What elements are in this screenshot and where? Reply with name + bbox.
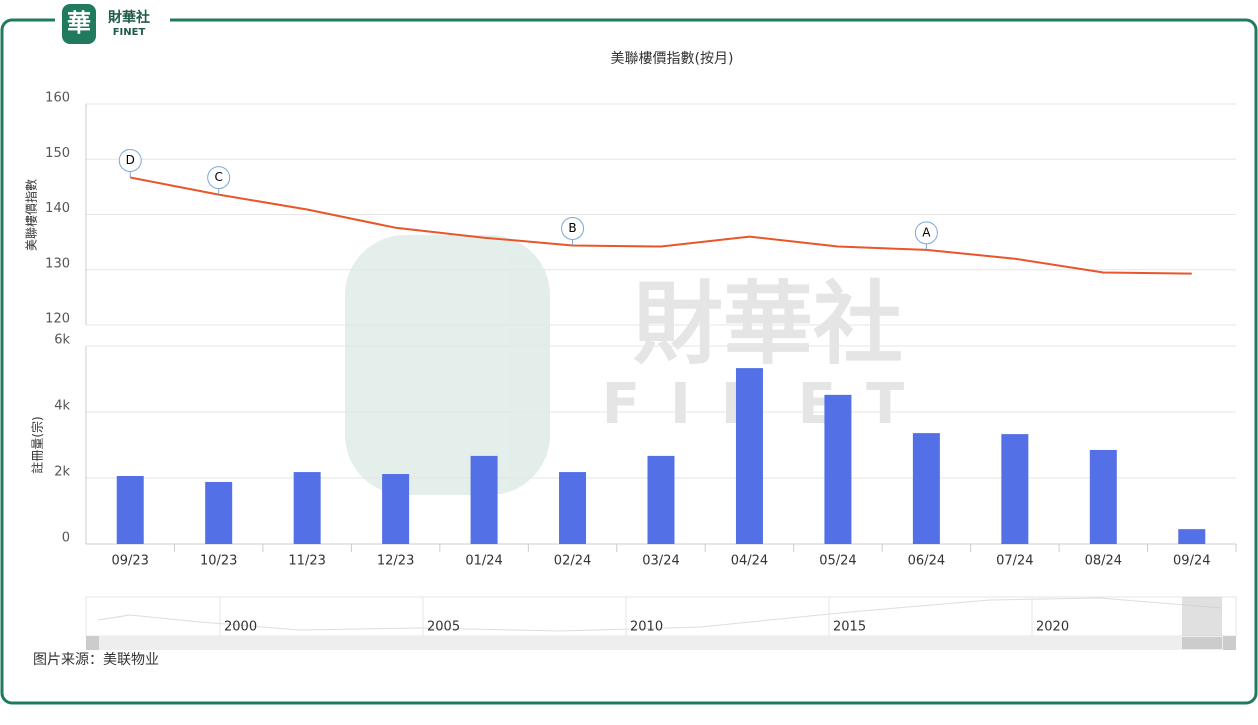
navigator-label: 2015 [833, 620, 866, 635]
navigator-bg [85, 596, 1237, 637]
source: 图片来源：美联物业 [33, 652, 159, 668]
logo-badge [62, 4, 96, 44]
bar [1089, 449, 1117, 544]
navigator-label: 2020 [1036, 620, 1069, 635]
logo-sub: FINET [113, 27, 146, 38]
navigator-window[interactable] [1182, 597, 1222, 636]
flag-label: B [568, 221, 576, 235]
y-tick-label: 2k [54, 465, 70, 480]
line [130, 176, 1192, 275]
x-tick-label: 10/23 [200, 554, 237, 569]
frame [0, 18, 1258, 705]
bar [912, 433, 940, 544]
x-tick-label: 09/23 [111, 554, 148, 569]
bar [470, 455, 498, 544]
navigator-label: 2010 [630, 620, 663, 635]
y-axis-label: 美聯樓價指數 [24, 179, 39, 251]
scrollbar[interactable] [86, 636, 1236, 650]
y-tick-label: 150 [45, 146, 70, 161]
x-tick-label: 07/24 [996, 554, 1033, 569]
watermark-name: 財華社 [633, 272, 903, 377]
bar [382, 474, 410, 544]
flag [561, 216, 585, 240]
y-tick-label: 140 [45, 201, 70, 216]
scroll-left[interactable] [86, 636, 99, 650]
bar [647, 455, 675, 544]
bar [735, 368, 763, 544]
y-tick-label: 6k [54, 333, 70, 348]
watermark-sub: FINET [602, 372, 934, 437]
y-tick-label: 120 [45, 312, 70, 327]
x-tick-label: 04/24 [731, 554, 768, 569]
navigator-label: 2000 [224, 620, 257, 635]
x-tick-label: 11/23 [288, 554, 325, 569]
chart-title: 美聯樓價指數(按月) [611, 50, 734, 67]
y-tick-label: 0 [62, 531, 70, 546]
x-tick-label: 02/24 [554, 554, 591, 569]
x-tick-label: 12/23 [377, 554, 414, 569]
y-tick-label: 4k [54, 399, 70, 414]
flag-label: D [126, 153, 135, 167]
bar [293, 472, 321, 544]
x-tick-label: 06/24 [908, 554, 945, 569]
y-axis-label: 註冊量(宗) [30, 416, 45, 473]
y-tick-label: 160 [45, 91, 70, 106]
x-tick-label: 05/24 [819, 554, 856, 569]
logo-name: 財華社 [107, 9, 150, 26]
flag [118, 148, 142, 172]
y-tick-label: 130 [45, 256, 70, 271]
watermark-badge [345, 235, 550, 495]
bar [116, 476, 144, 544]
scrollbar-thumb[interactable] [1182, 637, 1222, 649]
x-tick-label: 09/24 [1173, 554, 1210, 569]
flag [914, 221, 938, 245]
flag-label: A [922, 225, 931, 239]
logo-mark: 華 [67, 9, 91, 37]
bar [824, 394, 852, 544]
scroll-right[interactable] [1223, 636, 1236, 650]
bar [1178, 529, 1206, 544]
bar [1001, 434, 1029, 544]
flag-label: C [214, 170, 222, 184]
x-tick-label: 01/24 [465, 554, 502, 569]
navigator-label: 2005 [427, 620, 460, 635]
flag [207, 166, 231, 190]
bar [559, 472, 587, 544]
bar [205, 481, 233, 544]
x-tick-label: 08/24 [1085, 554, 1122, 569]
x-tick-label: 03/24 [642, 554, 679, 569]
navigator-line [97, 597, 1223, 632]
navigator [85, 596, 1237, 650]
